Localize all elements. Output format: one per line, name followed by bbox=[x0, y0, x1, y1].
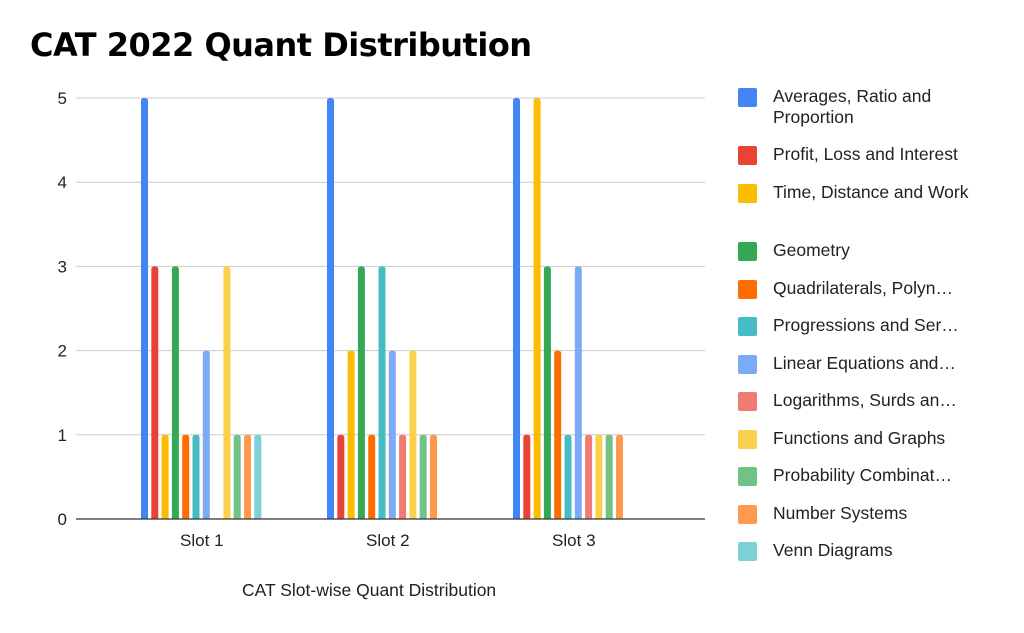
bar bbox=[399, 434, 407, 519]
bar bbox=[523, 434, 531, 519]
legend-label: Geometry bbox=[773, 240, 850, 260]
legend-label: Profit, Loss and Interest bbox=[773, 144, 958, 164]
bar bbox=[430, 434, 437, 519]
legend-swatch bbox=[738, 184, 757, 203]
bar bbox=[513, 98, 520, 519]
x-axis-ticks: Slot 1 Slot 2 Slot 3 bbox=[180, 531, 595, 550]
x-tick-label: Slot 2 bbox=[366, 531, 409, 550]
y-tick-label: 2 bbox=[58, 342, 67, 361]
bar bbox=[233, 434, 241, 519]
legend-swatch bbox=[738, 317, 757, 336]
legend-label: Time, Distance and Work bbox=[773, 182, 969, 202]
y-tick-label: 3 bbox=[58, 257, 67, 276]
bar bbox=[337, 434, 345, 519]
legend-item: Probability Combinat… bbox=[738, 465, 995, 486]
bar bbox=[419, 434, 427, 519]
bar bbox=[244, 434, 251, 519]
bar bbox=[368, 434, 376, 519]
bar bbox=[347, 350, 355, 519]
legend-item: Quadrilaterals, Polyn… bbox=[738, 278, 995, 299]
bars bbox=[141, 98, 623, 519]
legend-item: Number Systems bbox=[738, 503, 995, 524]
bar bbox=[171, 266, 179, 519]
bar bbox=[388, 350, 396, 519]
legend-swatch bbox=[738, 505, 757, 524]
legend-swatch bbox=[738, 467, 757, 486]
legend-label: Number Systems bbox=[773, 503, 908, 523]
legend-swatch bbox=[738, 146, 757, 165]
legend-label: Functions and Graphs bbox=[773, 428, 946, 448]
y-tick-label: 5 bbox=[58, 89, 67, 108]
bar bbox=[378, 266, 386, 519]
legend-label: Quadrilaterals, Polyn… bbox=[773, 278, 953, 298]
x-axis-label: CAT Slot-wise Quant Distribution bbox=[242, 580, 497, 600]
y-tick-label: 0 bbox=[58, 510, 67, 529]
legend-item: Profit, Loss and Interest bbox=[738, 144, 995, 165]
legend-label: Linear Equations and… bbox=[773, 353, 956, 373]
legend-item: Progressions and Ser… bbox=[738, 315, 995, 336]
bar bbox=[182, 434, 190, 519]
x-tick-label: Slot 1 bbox=[180, 531, 223, 550]
bar bbox=[585, 434, 593, 519]
bar bbox=[202, 350, 210, 519]
bar bbox=[141, 98, 148, 519]
x-tick-label: Slot 3 bbox=[552, 531, 595, 550]
bar bbox=[161, 434, 169, 519]
legend-item: Linear Equations and… bbox=[738, 353, 995, 374]
bar bbox=[533, 98, 541, 519]
bar bbox=[616, 434, 623, 519]
legend-swatch bbox=[738, 430, 757, 449]
legend-item: Logarithms, Surds an… bbox=[738, 390, 995, 411]
bar bbox=[409, 350, 417, 519]
gridlines bbox=[76, 97, 705, 436]
bar bbox=[223, 266, 231, 519]
bar bbox=[605, 434, 613, 519]
y-axis-ticks: 0 1 2 3 4 5 bbox=[58, 89, 67, 529]
bar bbox=[543, 266, 551, 519]
legend-swatch bbox=[738, 280, 757, 299]
legend-swatch bbox=[738, 242, 757, 261]
bar bbox=[595, 434, 603, 519]
legend-swatch bbox=[738, 355, 757, 374]
y-tick-label: 1 bbox=[58, 426, 67, 445]
bar bbox=[554, 350, 562, 519]
legend-label: Averages, Ratio and Proportion bbox=[773, 86, 932, 127]
bar bbox=[327, 98, 334, 519]
bar bbox=[254, 434, 262, 519]
legend-swatch bbox=[738, 392, 757, 411]
legend-swatch bbox=[738, 88, 757, 107]
chart-title: CAT 2022 Quant Distribution bbox=[30, 26, 532, 64]
legend-item: Venn Diagrams bbox=[738, 540, 995, 561]
bar bbox=[357, 266, 365, 519]
bar bbox=[564, 434, 572, 519]
bar bbox=[574, 266, 582, 519]
legend-label: Progressions and Ser… bbox=[773, 315, 959, 335]
legend-label: Venn Diagrams bbox=[773, 540, 893, 560]
legend-swatch bbox=[738, 542, 757, 561]
legend-label: Probability Combinat… bbox=[773, 465, 952, 485]
legend-item: Functions and Graphs bbox=[738, 428, 995, 449]
legend-item: Time, Distance and Work bbox=[738, 182, 995, 203]
bar bbox=[151, 266, 159, 519]
bar bbox=[192, 434, 200, 519]
y-tick-label: 4 bbox=[58, 173, 67, 192]
bar-chart-plot: 0 1 2 3 4 5 Slot 1 Slot 2 Slot 3 bbox=[58, 89, 705, 550]
legend-item: Averages, Ratio and Proportion bbox=[738, 86, 995, 128]
legend-label: Logarithms, Surds an… bbox=[773, 390, 957, 410]
legend-item: Geometry bbox=[738, 240, 995, 261]
